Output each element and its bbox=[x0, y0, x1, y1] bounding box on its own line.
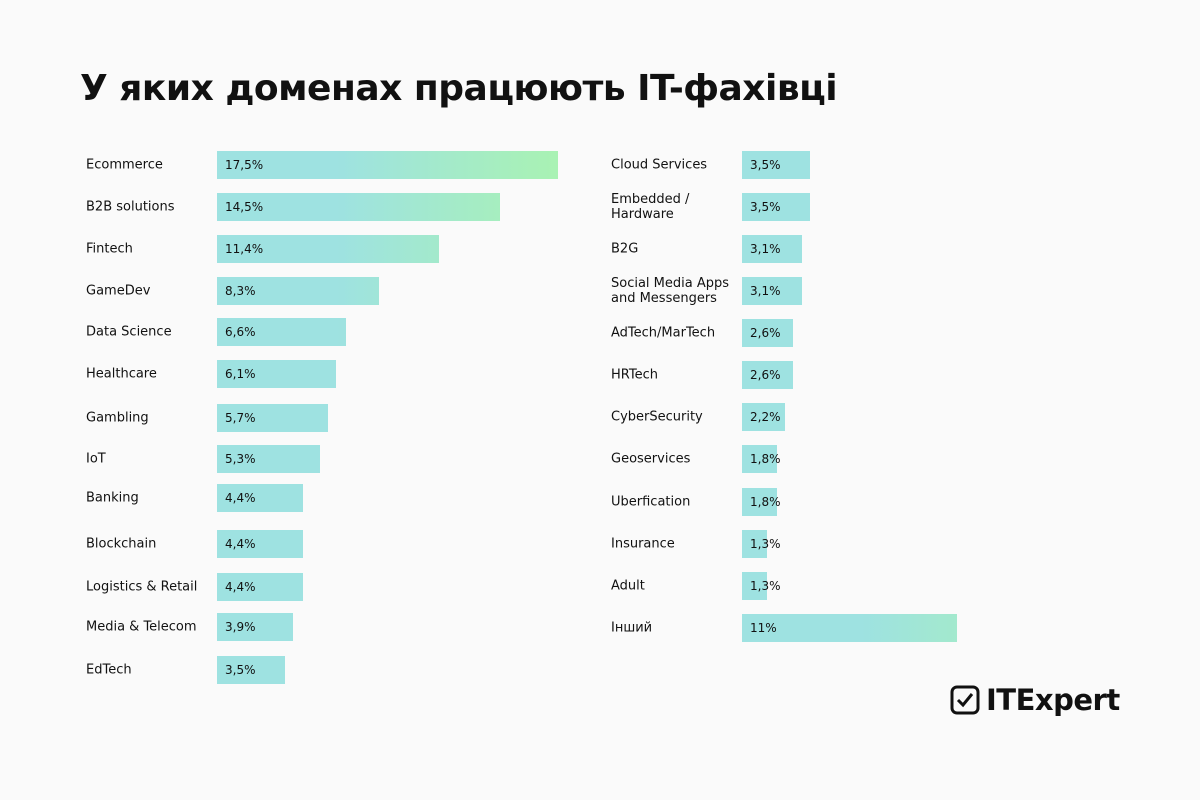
bar bbox=[217, 360, 336, 388]
logo-icon bbox=[950, 685, 980, 715]
category-label: Fintech bbox=[86, 241, 133, 257]
category-label: Uberfication bbox=[611, 494, 691, 510]
value-label: 11,4% bbox=[225, 242, 264, 256]
category-label: Geoservices bbox=[611, 451, 691, 467]
bar bbox=[742, 572, 768, 600]
category-label: Adult bbox=[611, 578, 645, 594]
bar bbox=[217, 530, 303, 558]
category-label: B2B solutions bbox=[86, 199, 175, 215]
bar bbox=[742, 193, 811, 221]
bar bbox=[742, 488, 778, 516]
bar bbox=[217, 235, 440, 263]
bar bbox=[742, 614, 957, 642]
value-label: 3,5% bbox=[225, 663, 256, 677]
value-label: 3,5% bbox=[750, 200, 781, 214]
bar bbox=[217, 318, 346, 346]
bar bbox=[742, 151, 811, 179]
value-label: 3,1% bbox=[750, 242, 781, 256]
category-label: Data Science bbox=[86, 324, 172, 340]
value-label: 1,8% bbox=[750, 452, 781, 466]
category-label: Blockchain bbox=[86, 536, 157, 552]
value-label: 4,4% bbox=[225, 537, 256, 551]
value-label: 17,5% bbox=[225, 158, 264, 172]
value-label: 6,1% bbox=[225, 367, 256, 381]
category-label: Інший bbox=[611, 620, 653, 636]
category-label: Healthcare bbox=[86, 366, 157, 382]
value-label: 4,4% bbox=[225, 580, 256, 594]
bar bbox=[742, 403, 785, 431]
category-label: CyberSecurity bbox=[611, 409, 703, 425]
bar bbox=[742, 277, 803, 305]
value-label: 6,6% bbox=[225, 325, 256, 339]
bar bbox=[217, 404, 329, 432]
category-label: EdTech bbox=[86, 662, 132, 678]
bar bbox=[217, 445, 321, 473]
logo: ITExpert bbox=[950, 683, 1120, 717]
value-label: 1,3% bbox=[750, 537, 781, 551]
value-label: 2,6% bbox=[750, 326, 781, 340]
category-label: AdTech/MarTech bbox=[611, 325, 716, 341]
bar bbox=[217, 573, 303, 601]
bar bbox=[742, 445, 778, 473]
bar bbox=[217, 193, 500, 221]
bar bbox=[742, 235, 803, 263]
bar bbox=[742, 319, 793, 347]
category-label: B2G bbox=[611, 241, 639, 257]
value-label: 1,8% bbox=[750, 495, 781, 509]
category-label: Media & Telecom bbox=[86, 619, 197, 635]
category-label: HRTech bbox=[611, 367, 658, 383]
bar bbox=[217, 484, 303, 512]
bar bbox=[742, 361, 793, 389]
value-label: 5,7% bbox=[225, 411, 256, 425]
value-label: 5,3% bbox=[225, 452, 256, 466]
bar bbox=[742, 530, 768, 558]
category-label: Banking bbox=[86, 490, 139, 506]
value-label: 8,3% bbox=[225, 284, 256, 298]
category-label: IoT bbox=[86, 451, 106, 467]
category-label: Logistics & Retail bbox=[86, 579, 198, 595]
category-label: Embedded / Hardware bbox=[611, 192, 690, 222]
bar bbox=[217, 277, 379, 305]
chart-title: У яких доменах працюють IT-фахівці bbox=[80, 68, 838, 109]
value-label: 2,2% bbox=[750, 410, 781, 424]
bar bbox=[217, 613, 294, 641]
bar bbox=[217, 151, 559, 179]
category-label: Ecommerce bbox=[86, 157, 163, 173]
value-label: 2,6% bbox=[750, 368, 781, 382]
value-label: 3,5% bbox=[750, 158, 781, 172]
value-label: 11% bbox=[750, 621, 777, 635]
value-label: 3,9% bbox=[225, 620, 256, 634]
value-label: 1,3% bbox=[750, 579, 781, 593]
category-label: Insurance bbox=[611, 536, 675, 552]
bar bbox=[217, 656, 286, 684]
value-label: 3,1% bbox=[750, 284, 781, 298]
category-label: GameDev bbox=[86, 283, 151, 299]
brand: ITExpert bbox=[986, 683, 1120, 717]
category-label: Gambling bbox=[86, 410, 149, 426]
value-label: 14,5% bbox=[225, 200, 264, 214]
category-label: Cloud Services bbox=[611, 157, 708, 173]
category-label: Social Media Apps and Messengers bbox=[611, 276, 730, 306]
value-label: 4,4% bbox=[225, 491, 256, 505]
